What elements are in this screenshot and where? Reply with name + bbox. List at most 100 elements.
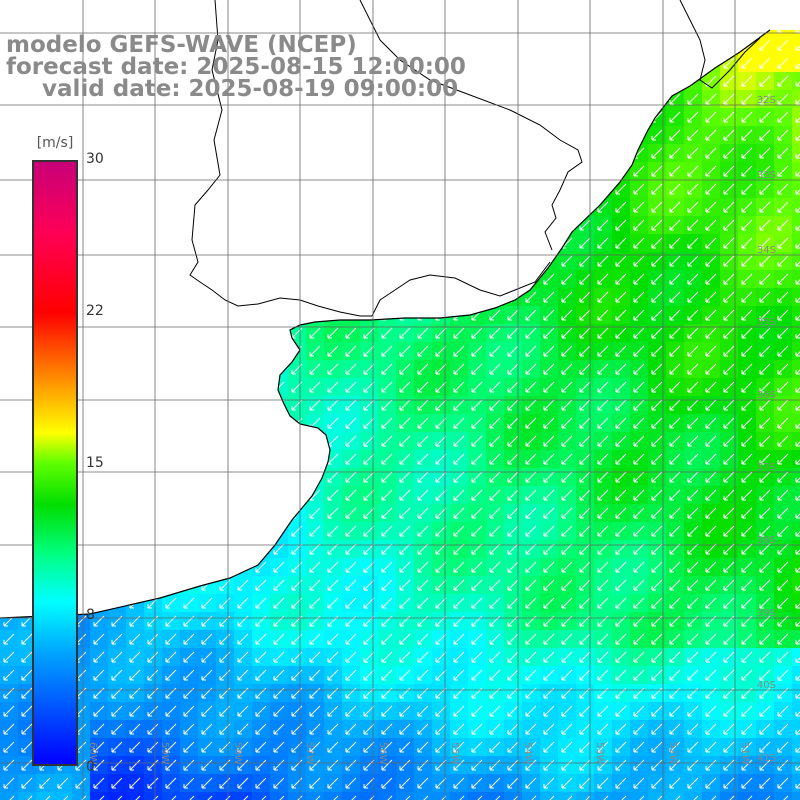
wind-arrow: [615, 669, 627, 681]
wind-arrow: [777, 147, 789, 159]
wind-arrow: [255, 399, 267, 411]
wind-cell: [792, 108, 800, 126]
wind-arrow: [21, 435, 33, 447]
wind-arrow: [741, 507, 753, 519]
wind-arrow: [93, 327, 105, 339]
wind-arrow: [597, 579, 609, 591]
wind-cell: [234, 792, 252, 800]
wind-cell: [450, 108, 468, 126]
wind-arrow: [633, 129, 645, 141]
wind-arrow: [687, 39, 699, 51]
wind-arrow: [759, 399, 771, 411]
wind-arrow: [489, 453, 501, 465]
wind-arrow: [651, 471, 663, 483]
wind-cell: [90, 198, 108, 216]
wind-cell: [270, 180, 288, 198]
wind-cell: [144, 522, 162, 540]
wind-arrow: [237, 291, 249, 303]
wind-cell: [126, 360, 144, 378]
wind-arrow: [741, 651, 753, 663]
wind-cell: [378, 144, 396, 162]
wind-cell: [594, 36, 612, 54]
wind-arrow: [93, 417, 105, 429]
wind-arrow: [633, 633, 645, 645]
wind-arrow: [615, 633, 627, 645]
wind-arrow: [129, 147, 141, 159]
wind-arrow: [399, 39, 411, 51]
wind-arrow: [616, 4, 626, 14]
wind-arrow: [579, 453, 591, 465]
wind-arrow: [183, 147, 195, 159]
wind-arrow: [597, 219, 609, 231]
wind-arrow: [723, 57, 735, 69]
wind-arrow: [345, 381, 357, 393]
wind-arrow: [741, 165, 753, 177]
wind-arrow: [525, 507, 537, 519]
wind-arrow: [525, 525, 537, 537]
wind-cell: [108, 126, 126, 144]
wind-arrow: [219, 471, 231, 483]
wind-arrow: [381, 597, 393, 609]
wind-arrow: [363, 471, 375, 483]
wind-arrow: [561, 255, 573, 267]
wind-cell: [90, 576, 108, 594]
wind-cell: [234, 432, 252, 450]
wind-arrow: [597, 39, 609, 51]
wind-arrow: [129, 183, 141, 195]
wind-arrow: [669, 39, 681, 51]
wind-cell: [486, 36, 504, 54]
wind-arrow: [597, 291, 609, 303]
wind-arrow: [345, 345, 357, 357]
wind-cell: [342, 792, 360, 800]
wind-cell: [450, 234, 468, 252]
wind-cell: [162, 576, 180, 594]
wind-arrow: [381, 273, 393, 285]
wind-arrow: [669, 75, 681, 87]
forecast-date: forecast date: 2025-08-15 12:00:00: [6, 54, 466, 80]
wind-arrow: [615, 201, 627, 213]
wind-cell: [234, 360, 252, 378]
wind-arrow: [579, 255, 591, 267]
wind-cell: [252, 162, 270, 180]
wind-arrow: [381, 471, 393, 483]
wind-arrow: [705, 111, 717, 123]
wind-arrow: [165, 597, 177, 609]
wind-arrow: [129, 579, 141, 591]
wind-cell: [684, 54, 702, 72]
wind-arrow: [453, 651, 465, 663]
wind-cell: [216, 432, 234, 450]
wind-arrow: [705, 237, 717, 249]
wind-arrow: [579, 237, 591, 249]
wind-arrow: [165, 525, 177, 537]
wind-arrow: [705, 453, 717, 465]
wind-cell: [216, 180, 234, 198]
wind-arrow: [327, 381, 339, 393]
wind-arrow: [507, 579, 519, 591]
wind-cell: [144, 144, 162, 162]
wind-arrow: [543, 453, 555, 465]
wind-cell: [792, 36, 800, 54]
wind-arrow: [507, 435, 519, 447]
wind-arrow: [525, 543, 537, 555]
wind-arrow: [183, 345, 195, 357]
wind-arrow: [597, 471, 609, 483]
wind-arrow: [93, 597, 105, 609]
wind-cell: [162, 432, 180, 450]
wind-arrow: [687, 597, 699, 609]
wind-arrow: [111, 255, 123, 267]
wind-arrow: [309, 363, 321, 375]
wind-arrow: [435, 399, 447, 411]
wind-arrow: [93, 435, 105, 447]
wind-arrow: [273, 561, 285, 573]
wind-arrow: [255, 435, 267, 447]
wind-arrow: [327, 651, 339, 663]
wind-arrow: [183, 309, 195, 321]
wind-arrow: [777, 597, 789, 609]
wind-cell: [396, 126, 414, 144]
wind-arrow: [705, 345, 717, 357]
wind-arrow: [453, 579, 465, 591]
wind-arrow: [741, 57, 753, 69]
wind-arrow: [129, 201, 141, 213]
wind-cell: [216, 126, 234, 144]
wind-arrow: [417, 363, 429, 375]
